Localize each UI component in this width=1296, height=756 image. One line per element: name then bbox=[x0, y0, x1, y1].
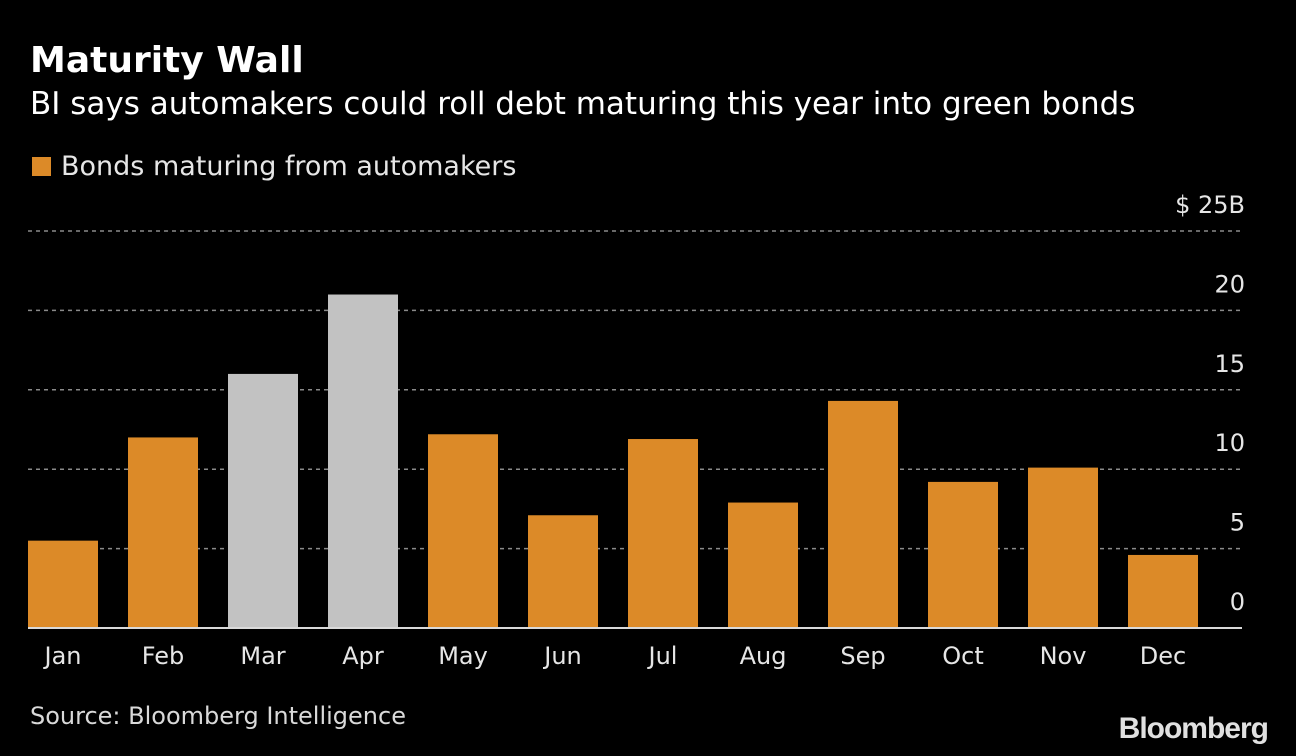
y-tick-label: $ 25B bbox=[1175, 191, 1245, 219]
bar-jun bbox=[528, 515, 598, 628]
bar-jan bbox=[28, 540, 98, 628]
x-tick-label: Mar bbox=[240, 642, 285, 670]
x-tick-label: Jan bbox=[43, 642, 82, 670]
x-tick-label: Jun bbox=[542, 642, 582, 670]
x-tick-label: Dec bbox=[1140, 642, 1186, 670]
y-tick-label: 20 bbox=[1214, 270, 1245, 298]
bar-sep bbox=[828, 400, 898, 628]
chart-title: Maturity Wall bbox=[30, 40, 304, 81]
y-tick-label: 10 bbox=[1214, 429, 1245, 457]
legend-swatch bbox=[32, 157, 51, 176]
bar-may bbox=[428, 434, 498, 628]
bloomberg-logo: Bloomberg bbox=[1118, 712, 1269, 745]
bar-apr bbox=[328, 294, 398, 628]
bar-aug bbox=[728, 502, 798, 628]
y-tick-label: 0 bbox=[1230, 588, 1245, 616]
x-tick-label: May bbox=[438, 642, 488, 670]
x-tick-label: Sep bbox=[840, 642, 885, 670]
bar-oct bbox=[928, 481, 998, 628]
legend-label: Bonds maturing from automakers bbox=[61, 151, 517, 182]
x-tick-label: Apr bbox=[342, 642, 384, 670]
source-note: Source: Bloomberg Intelligence bbox=[30, 702, 406, 730]
bar-jul bbox=[628, 439, 698, 628]
bar-nov bbox=[1028, 467, 1098, 628]
x-tick-label: Aug bbox=[740, 642, 787, 670]
y-tick-label: 5 bbox=[1230, 509, 1245, 537]
bar-mar bbox=[228, 373, 298, 628]
legend: Bonds maturing from automakers bbox=[32, 151, 516, 182]
bar-feb bbox=[128, 437, 198, 628]
x-tick-label: Jul bbox=[647, 642, 678, 670]
x-tick-label: Feb bbox=[142, 642, 185, 670]
bar-dec bbox=[1128, 554, 1198, 628]
chart-subtitle: BI says automakers could roll debt matur… bbox=[30, 86, 1136, 122]
x-tick-label: Nov bbox=[1040, 642, 1087, 670]
x-tick-label: Oct bbox=[942, 642, 984, 670]
bar-chart: 0 5 10 15 20 $ 25B Jan Feb Mar Apr May Jun Jul Aug Sep… bbox=[28, 191, 1245, 670]
y-tick-label: 15 bbox=[1214, 350, 1245, 378]
